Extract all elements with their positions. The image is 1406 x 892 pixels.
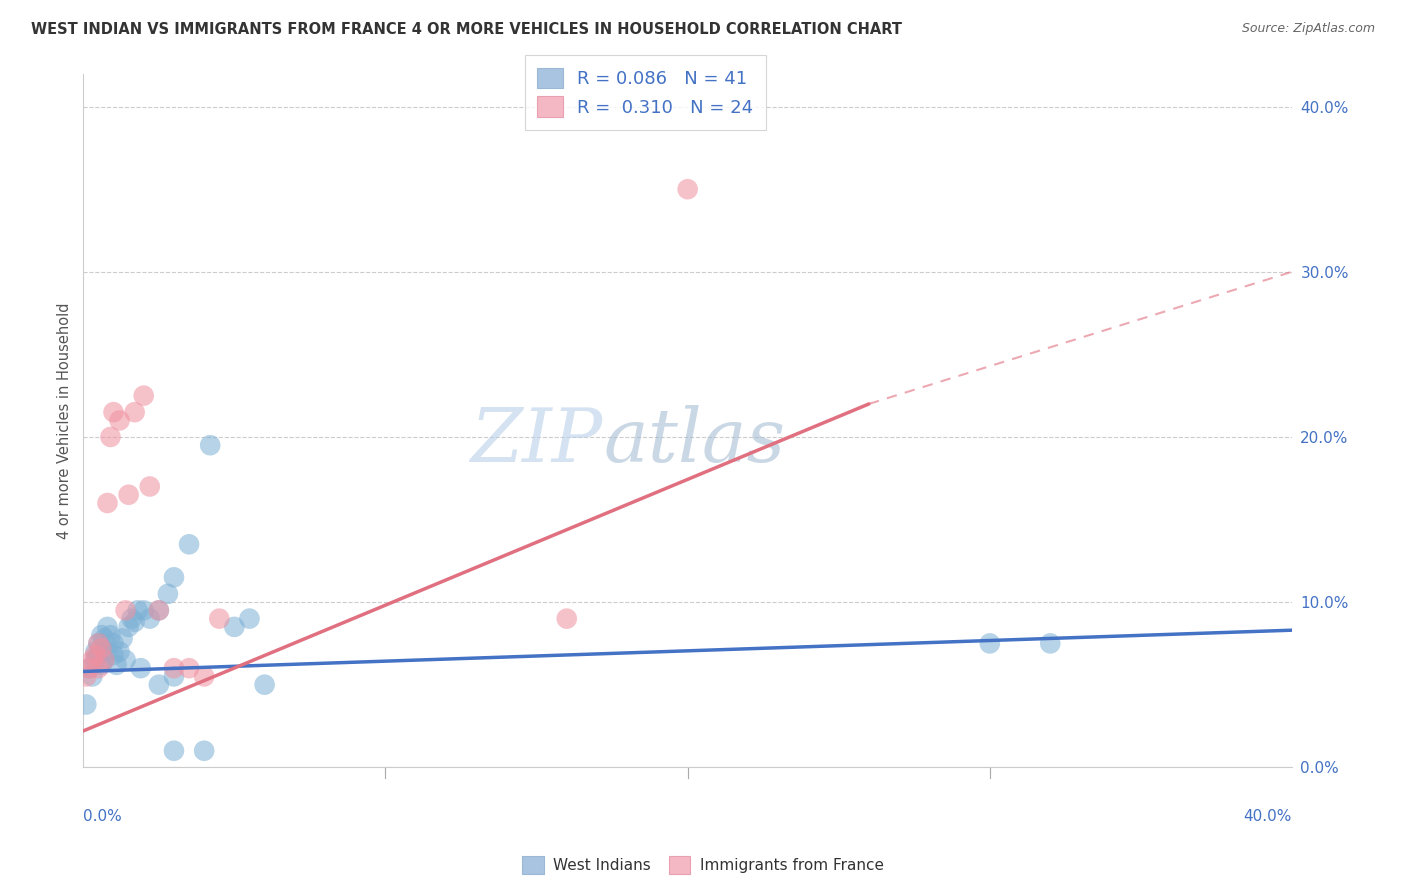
- Point: [82, 669, 104, 683]
- Text: 40.0%: 40.0%: [1244, 809, 1292, 824]
- Point: [224, 620, 246, 634]
- Point: [82, 653, 104, 667]
- Point: [75, 698, 97, 712]
- Text: WEST INDIAN VS IMMIGRANTS FROM FRANCE 4 OR MORE VEHICLES IN HOUSEHOLD CORRELATIO: WEST INDIAN VS IMMIGRANTS FROM FRANCE 4 …: [31, 22, 901, 37]
- Point: [139, 612, 162, 626]
- Point: [93, 632, 115, 646]
- Point: [105, 657, 128, 672]
- Point: [124, 405, 146, 419]
- Point: [87, 661, 110, 675]
- Point: [148, 603, 170, 617]
- Point: [79, 661, 101, 675]
- Point: [177, 661, 200, 675]
- Point: [238, 612, 260, 626]
- Point: [114, 653, 136, 667]
- Point: [139, 479, 162, 493]
- Legend: West Indians, Immigrants from France: West Indians, Immigrants from France: [516, 850, 890, 880]
- Point: [148, 678, 170, 692]
- Point: [163, 661, 186, 675]
- Point: [163, 744, 186, 758]
- Point: [108, 413, 131, 427]
- Point: [193, 669, 215, 683]
- Point: [114, 603, 136, 617]
- Point: [100, 628, 122, 642]
- Point: [84, 648, 107, 662]
- Point: [108, 645, 131, 659]
- Point: [111, 632, 134, 646]
- Text: Source: ZipAtlas.com: Source: ZipAtlas.com: [1241, 22, 1375, 36]
- Text: ZIP: ZIP: [471, 405, 603, 477]
- Point: [93, 653, 115, 667]
- Point: [148, 603, 170, 617]
- Point: [100, 430, 122, 444]
- Point: [127, 603, 149, 617]
- Point: [90, 657, 112, 672]
- Point: [90, 628, 112, 642]
- Point: [75, 669, 97, 683]
- Point: [87, 636, 110, 650]
- Point: [93, 653, 115, 667]
- Point: [84, 645, 107, 659]
- Point: [132, 389, 155, 403]
- Point: [132, 603, 155, 617]
- Point: [87, 636, 110, 650]
- Point: [84, 653, 107, 667]
- Point: [103, 405, 125, 419]
- Point: [177, 537, 200, 551]
- Point: [103, 636, 125, 650]
- Point: [96, 645, 118, 659]
- Point: [90, 641, 112, 656]
- Point: [193, 744, 215, 758]
- Text: 0.0%: 0.0%: [83, 809, 122, 824]
- Point: [163, 669, 186, 683]
- Point: [200, 438, 222, 452]
- Legend: R = 0.086   N = 41, R =  0.310   N = 24: R = 0.086 N = 41, R = 0.310 N = 24: [524, 55, 766, 130]
- Point: [1039, 636, 1062, 650]
- Point: [253, 678, 276, 692]
- Point: [96, 496, 118, 510]
- Point: [87, 648, 110, 662]
- Point: [156, 587, 179, 601]
- Point: [79, 661, 101, 675]
- Point: [103, 648, 125, 662]
- Point: [555, 612, 578, 626]
- Point: [979, 636, 1001, 650]
- Point: [124, 615, 146, 629]
- Point: [121, 612, 143, 626]
- Point: [117, 620, 139, 634]
- Point: [129, 661, 152, 675]
- Point: [96, 620, 118, 634]
- Point: [117, 488, 139, 502]
- Point: [676, 182, 699, 196]
- Text: atlas: atlas: [603, 405, 785, 477]
- Y-axis label: 4 or more Vehicles in Household: 4 or more Vehicles in Household: [58, 302, 72, 539]
- Point: [163, 570, 186, 584]
- Point: [208, 612, 231, 626]
